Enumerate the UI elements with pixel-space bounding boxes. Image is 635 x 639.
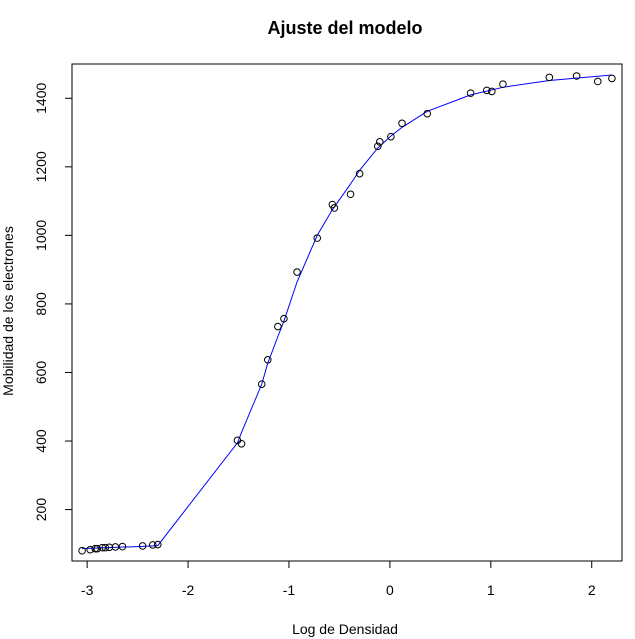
fit-line-series xyxy=(82,74,612,550)
data-point xyxy=(373,142,382,151)
data-point xyxy=(572,72,581,80)
data-point xyxy=(118,542,127,551)
data-point xyxy=(91,544,100,553)
data-point xyxy=(608,74,616,83)
data-point xyxy=(153,540,162,549)
data-point xyxy=(593,77,602,86)
y-tick-label: 1000 xyxy=(33,220,49,251)
data-point xyxy=(138,542,147,550)
data-point xyxy=(148,541,157,549)
data-point xyxy=(346,190,355,199)
data-point xyxy=(257,380,266,388)
data-point xyxy=(101,543,110,552)
x-tick-label: 0 xyxy=(386,582,394,598)
y-tick-label: 400 xyxy=(33,429,49,453)
data-point xyxy=(78,546,86,555)
plot-frame xyxy=(71,63,623,562)
data-point xyxy=(488,87,496,96)
y-tick-label: 1200 xyxy=(33,151,49,182)
y-tick-label: 200 xyxy=(33,498,49,522)
data-point xyxy=(355,169,364,178)
data-point xyxy=(274,322,282,331)
data-point xyxy=(423,109,432,118)
data-point xyxy=(499,80,507,89)
x-tick-label: -2 xyxy=(182,582,195,598)
data-point xyxy=(398,119,406,128)
data-point xyxy=(105,543,114,552)
x-tick-label: 1 xyxy=(487,582,495,598)
data-points-series xyxy=(78,72,616,555)
data-point xyxy=(375,138,384,146)
data-point xyxy=(86,545,94,554)
x-tick-label: -3 xyxy=(81,582,94,598)
x-tick-label: -1 xyxy=(283,582,296,598)
data-point xyxy=(330,204,339,212)
data-point xyxy=(466,89,475,97)
fit-line xyxy=(82,74,612,550)
y-tick-label: 800 xyxy=(33,292,49,316)
x-axis: -3 -2 -1 0 1 2 xyxy=(81,560,596,598)
chart-title: Ajuste del modelo xyxy=(267,18,422,38)
y-axis: 200 400 600 800 1000 1200 1400 xyxy=(33,82,73,522)
x-tick-label: 2 xyxy=(588,582,596,598)
data-point xyxy=(313,234,322,242)
data-point xyxy=(263,356,272,364)
x-axis-label: Log de Densidad xyxy=(292,621,398,637)
data-point xyxy=(387,132,395,141)
y-tick-label: 1400 xyxy=(33,82,49,113)
data-point xyxy=(482,86,491,95)
y-tick-label: 600 xyxy=(33,361,49,385)
data-point xyxy=(93,544,102,553)
data-point xyxy=(280,314,288,323)
data-point xyxy=(237,439,246,448)
data-point xyxy=(293,268,301,276)
data-point xyxy=(545,73,554,82)
y-axis-label: Mobilidad de los electrones xyxy=(0,226,16,396)
